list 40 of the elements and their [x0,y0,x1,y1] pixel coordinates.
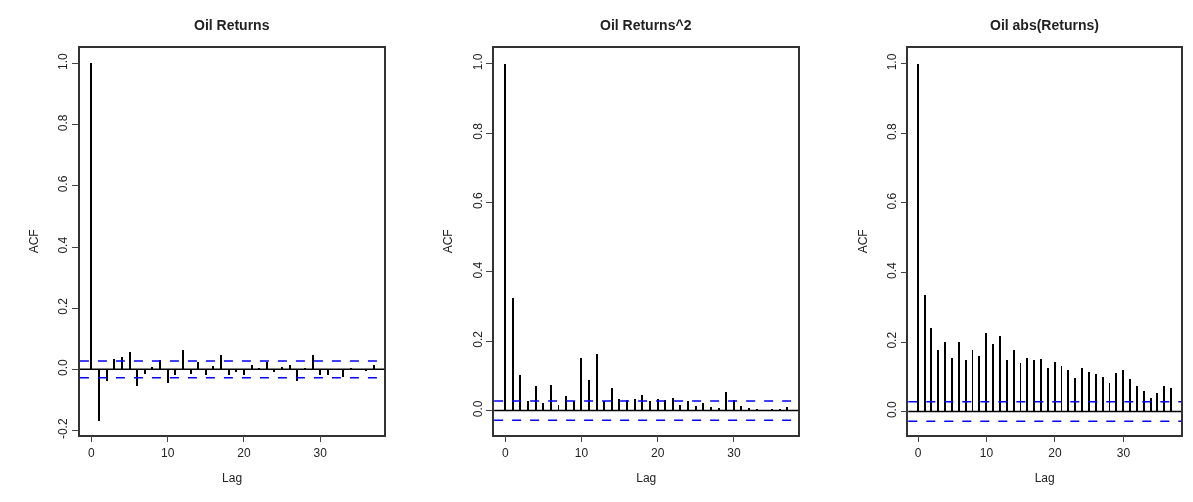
y-tick-label: 0.2 [470,330,485,348]
y-tick-label: 1.0 [56,53,71,70]
x-axis-title: Lag [636,471,657,486]
y-tick-label: 0.4 [884,262,899,280]
y-tick-label: 0.8 [56,114,71,132]
y-axis-title: ACF [441,229,456,254]
chart-title: Oil Returns^2 [600,17,692,33]
x-tick-label: 20 [237,445,251,460]
y-tick-label: 0.8 [470,122,485,140]
x-axis-title: Lag [1034,471,1055,486]
x-tick-label: 0 [88,445,96,460]
y-tick-label: 0.0 [470,400,485,418]
x-tick-label: 10 [979,445,994,460]
x-tick-label: 10 [574,445,589,460]
x-tick-label: 30 [313,445,328,460]
x-tick-label: 20 [1048,445,1062,460]
x-tick-label: 30 [1116,445,1131,460]
y-axis-title: ACF [27,229,42,254]
x-axis-title: Lag [222,471,243,486]
y-tick-label: 1.0 [884,53,899,71]
y-tick-label: 0.0 [56,358,71,376]
x-tick-label: 20 [651,445,665,460]
x-tick-label: 0 [914,445,922,460]
chart-title: Oil abs(Returns) [990,17,1099,33]
chart-title: Oil Returns [194,17,270,33]
y-tick-label: 0.2 [56,297,71,315]
y-tick-label: -0.2 [56,418,71,440]
y-tick-label: 0.4 [470,261,485,279]
y-tick-label: 0.6 [470,192,485,210]
y-tick-label: 0.8 [884,122,899,140]
x-tick-label: 10 [160,445,175,460]
y-tick-label: 0.2 [884,331,899,349]
y-tick-label: 0.6 [884,192,899,210]
y-tick-label: 0.6 [56,175,71,193]
y-tick-label: 0.4 [56,236,71,254]
y-tick-label: 1.0 [470,53,485,71]
y-axis-title: ACF [855,229,870,254]
x-tick-label: 30 [727,445,741,460]
y-tick-label: 0.0 [884,401,899,419]
x-tick-label: 0 [501,445,509,460]
